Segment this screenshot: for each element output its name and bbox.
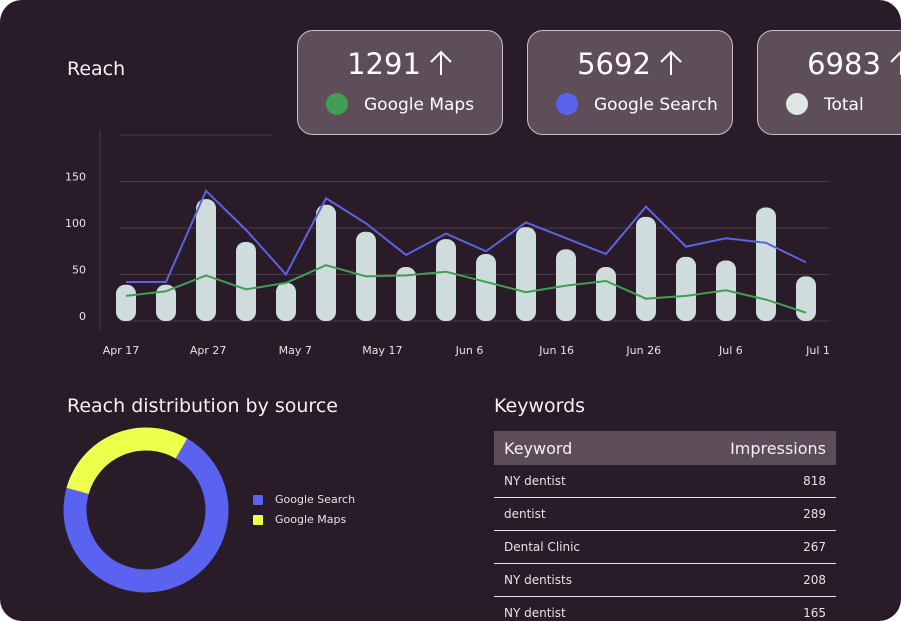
up-arrow bbox=[430, 50, 452, 75]
legend-label: Google Search bbox=[275, 493, 355, 506]
table-cell: 267 bbox=[803, 540, 826, 554]
stat-card: 5692 Google Search bbox=[527, 30, 733, 135]
x-tick-label: May 7 bbox=[279, 344, 312, 357]
stat-label-row: Google Maps bbox=[326, 93, 474, 115]
y-tick-label: 0 bbox=[79, 310, 86, 323]
table-header: Keyword Impressions bbox=[494, 431, 836, 465]
bar bbox=[156, 284, 176, 321]
bar bbox=[236, 241, 256, 321]
stat-value: 1291 bbox=[347, 47, 421, 81]
bar bbox=[396, 267, 416, 321]
bar bbox=[436, 239, 456, 321]
table-cell: 289 bbox=[803, 507, 826, 521]
table-cell: NY dentists bbox=[504, 573, 572, 587]
stat-value: 6983 bbox=[807, 47, 881, 81]
legend-dot bbox=[786, 93, 808, 115]
stat-value-row: 5692 bbox=[528, 47, 732, 81]
table-row: NY dentist 818 bbox=[494, 465, 836, 498]
bar bbox=[516, 227, 536, 321]
bar bbox=[636, 216, 656, 321]
stat-value-row: 6983 bbox=[758, 47, 901, 81]
bar bbox=[596, 267, 616, 321]
table-cell: Dental Clinic bbox=[504, 540, 581, 554]
up-arrow bbox=[660, 50, 682, 75]
donut-segment bbox=[66, 427, 188, 495]
legend-dot bbox=[556, 93, 578, 115]
reach-title: Reach bbox=[67, 58, 126, 80]
table-cell: dentist bbox=[504, 507, 546, 521]
bar bbox=[316, 204, 336, 321]
table-cell: 208 bbox=[803, 573, 826, 587]
line-series bbox=[126, 189, 807, 283]
stat-value: 5692 bbox=[577, 47, 651, 81]
legend-dot bbox=[326, 93, 348, 115]
stat-card: 6983 Total bbox=[757, 30, 901, 135]
stat-label-row: Total bbox=[786, 93, 864, 115]
stat-label-row: Google Search bbox=[556, 93, 718, 115]
bar bbox=[276, 282, 296, 321]
table-cell: 165 bbox=[803, 606, 826, 620]
table-row: NY dentist 165 bbox=[494, 597, 836, 621]
donut-segment bbox=[63, 438, 229, 593]
stat-label: Google Maps bbox=[364, 95, 475, 115]
keywords-title: Keywords bbox=[494, 395, 586, 417]
legend-label: Google Maps bbox=[275, 513, 347, 526]
distribution-title: Reach distribution by source bbox=[67, 395, 338, 417]
x-tick-label: Apr 17 bbox=[103, 344, 140, 357]
table-cell: 818 bbox=[803, 474, 826, 488]
bar bbox=[116, 284, 136, 321]
y-tick-label: 100 bbox=[65, 217, 86, 230]
y-tick-label: 150 bbox=[65, 171, 86, 184]
legend-swatch bbox=[253, 515, 263, 525]
legend-swatch bbox=[253, 495, 263, 505]
keywords-table: Keyword Impressions NY dentist 818 dentist… bbox=[494, 431, 836, 621]
y-tick-label: 50 bbox=[72, 264, 86, 277]
line-series bbox=[125, 264, 807, 314]
column-header: Keyword bbox=[504, 438, 573, 458]
column-header: Impressions bbox=[730, 438, 826, 458]
x-tick-label: Jun 26 bbox=[625, 344, 661, 357]
table-row: dentist 289 bbox=[494, 498, 836, 531]
bar bbox=[796, 276, 816, 321]
x-tick-label: Jul 1 bbox=[805, 344, 830, 357]
bar bbox=[476, 254, 496, 321]
x-tick-label: Jul 6 bbox=[718, 344, 743, 357]
stat-label: Google Search bbox=[594, 95, 718, 115]
table-row: NY dentists 208 bbox=[494, 564, 836, 597]
stat-value-row: 1291 bbox=[298, 47, 502, 81]
bar bbox=[196, 199, 216, 321]
x-tick-label: Jun 16 bbox=[538, 344, 574, 357]
table-cell: NY dentist bbox=[504, 474, 566, 488]
x-tick-label: May 17 bbox=[362, 344, 402, 357]
x-tick-label: Apr 27 bbox=[190, 344, 227, 357]
table-row: Dental Clinic 267 bbox=[494, 531, 836, 564]
bar bbox=[676, 256, 696, 321]
bar bbox=[756, 207, 776, 321]
x-tick-label: Jun 6 bbox=[455, 344, 484, 357]
stat-label: Total bbox=[824, 95, 864, 115]
table-cell: NY dentist bbox=[504, 606, 566, 620]
stat-card: 1291 Google Maps bbox=[297, 30, 503, 135]
